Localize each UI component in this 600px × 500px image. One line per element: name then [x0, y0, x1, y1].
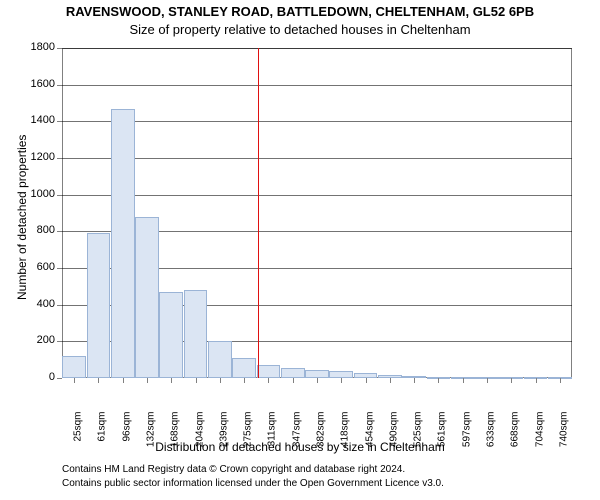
- y-tick-label: 0: [22, 371, 55, 383]
- y-tick-mark: [57, 195, 62, 196]
- y-gridline: [62, 121, 572, 122]
- x-tick-mark: [536, 378, 537, 383]
- x-tick-mark: [244, 378, 245, 383]
- histogram-bar: [159, 292, 183, 378]
- x-tick-label: 597sqm: [461, 412, 472, 460]
- histogram-bar: [232, 358, 256, 378]
- x-tick-label: 561sqm: [437, 412, 448, 460]
- y-tick-label: 400: [22, 298, 55, 310]
- x-tick-mark: [171, 378, 172, 383]
- histogram-bar: [111, 109, 135, 379]
- y-tick-mark: [57, 48, 62, 49]
- x-tick-mark: [123, 378, 124, 383]
- y-tick-label: 800: [22, 224, 55, 236]
- y-gridline: [62, 85, 572, 86]
- x-tick-label: 740sqm: [558, 412, 569, 460]
- histogram-bar: [329, 371, 353, 378]
- histogram-bar: [305, 370, 329, 378]
- x-tick-mark: [147, 378, 148, 383]
- x-tick-mark: [220, 378, 221, 383]
- x-tick-label: 668sqm: [510, 412, 521, 460]
- y-gridline: [62, 195, 572, 196]
- histogram-bar: [184, 290, 208, 378]
- x-tick-mark: [341, 378, 342, 383]
- x-tick-mark: [414, 378, 415, 383]
- y-tick-label: 600: [22, 261, 55, 273]
- x-tick-label: 418sqm: [340, 412, 351, 460]
- y-tick-label: 1000: [22, 188, 55, 200]
- histogram-bar: [87, 233, 111, 378]
- x-tick-label: 61sqm: [97, 412, 108, 460]
- x-tick-label: 347sqm: [291, 412, 302, 460]
- x-tick-mark: [366, 378, 367, 383]
- x-tick-mark: [293, 378, 294, 383]
- x-tick-mark: [487, 378, 488, 383]
- x-tick-label: 490sqm: [388, 412, 399, 460]
- y-tick-label: 1200: [22, 151, 55, 163]
- y-gridline: [62, 48, 572, 49]
- copyright-line-1: Contains HM Land Registry data © Crown c…: [62, 464, 405, 475]
- x-tick-label: 132sqm: [146, 412, 157, 460]
- x-tick-label: 96sqm: [121, 412, 132, 460]
- property-marker-line: [258, 48, 259, 378]
- x-tick-label: 525sqm: [413, 412, 424, 460]
- histogram-bar: [135, 217, 159, 378]
- x-tick-label: 239sqm: [218, 412, 229, 460]
- y-tick-mark: [57, 85, 62, 86]
- x-tick-mark: [74, 378, 75, 383]
- histogram-bar: [281, 368, 305, 378]
- x-tick-label: 168sqm: [170, 412, 181, 460]
- x-tick-mark: [511, 378, 512, 383]
- x-tick-label: 25sqm: [73, 412, 84, 460]
- y-gridline: [62, 158, 572, 159]
- chart-container: RAVENSWOOD, STANLEY ROAD, BATTLEDOWN, CH…: [0, 0, 600, 500]
- x-tick-label: 275sqm: [243, 412, 254, 460]
- y-tick-label: 200: [22, 334, 55, 346]
- x-tick-label: 704sqm: [534, 412, 545, 460]
- y-tick-mark: [57, 268, 62, 269]
- copyright-line-2: Contains public sector information licen…: [62, 478, 444, 489]
- y-tick-label: 1400: [22, 114, 55, 126]
- histogram-bar: [62, 356, 86, 378]
- x-tick-label: 382sqm: [316, 412, 327, 460]
- x-tick-label: 311sqm: [267, 412, 278, 460]
- y-tick-label: 1800: [22, 41, 55, 53]
- y-tick-mark: [57, 341, 62, 342]
- y-tick-mark: [57, 305, 62, 306]
- x-tick-mark: [98, 378, 99, 383]
- x-tick-mark: [196, 378, 197, 383]
- x-tick-mark: [390, 378, 391, 383]
- y-tick-mark: [57, 158, 62, 159]
- x-tick-mark: [463, 378, 464, 383]
- histogram-bar: [257, 365, 281, 378]
- x-tick-label: 454sqm: [364, 412, 375, 460]
- x-tick-label: 204sqm: [194, 412, 205, 460]
- x-tick-mark: [438, 378, 439, 383]
- y-tick-mark: [57, 378, 62, 379]
- x-tick-mark: [560, 378, 561, 383]
- y-tick-mark: [57, 231, 62, 232]
- title-line-2: Size of property relative to detached ho…: [0, 22, 600, 37]
- histogram-bar: [208, 341, 232, 378]
- x-tick-label: 633sqm: [486, 412, 497, 460]
- title-line-1: RAVENSWOOD, STANLEY ROAD, BATTLEDOWN, CH…: [0, 4, 600, 19]
- x-tick-mark: [268, 378, 269, 383]
- x-tick-mark: [317, 378, 318, 383]
- y-tick-mark: [57, 121, 62, 122]
- y-tick-label: 1600: [22, 78, 55, 90]
